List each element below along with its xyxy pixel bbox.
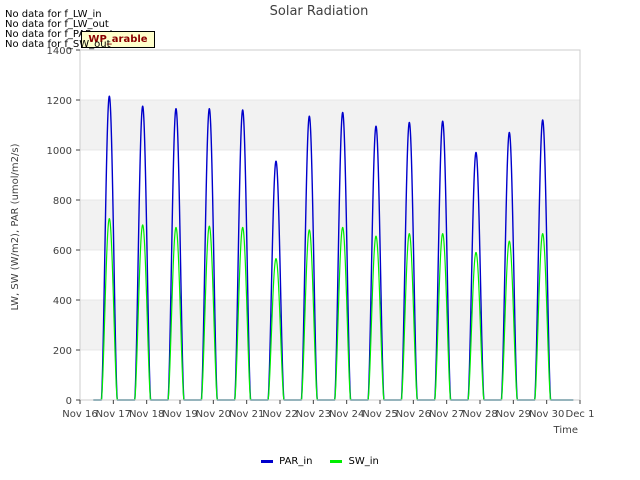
legend-swatch-sw-in xyxy=(330,459,343,463)
series-point-par-in xyxy=(375,125,377,127)
plot-frame xyxy=(79,49,581,401)
shaded-band xyxy=(80,200,580,250)
no-data-notice: No data for f_SW_out xyxy=(5,39,111,50)
legend-label-par-in: PAR_in xyxy=(279,455,313,467)
series-point-par-in xyxy=(342,111,344,114)
x-tick-label: Nov 26 xyxy=(396,409,431,420)
no-data-notice: No data for f_LW_out xyxy=(5,19,109,30)
series-point-sw-in xyxy=(208,225,210,227)
series-point-sw-in xyxy=(275,258,277,260)
y-tick-label: 1000 xyxy=(47,146,72,157)
series-point-par-in xyxy=(508,131,510,134)
x-tick-label: Nov 19 xyxy=(162,409,197,420)
series-point-sw-in xyxy=(342,226,344,229)
legend-swatch-par-in xyxy=(261,459,274,463)
x-tick-label: Nov 20 xyxy=(196,409,231,420)
series-point-sw-in xyxy=(308,229,310,231)
series-point-par-in xyxy=(175,108,177,110)
series-point-par-in xyxy=(275,160,277,162)
x-tick-label: Nov 23 xyxy=(296,409,331,420)
series-point-par-in xyxy=(242,109,244,111)
x-tick-label: Dec 1 xyxy=(566,409,595,420)
y-tick-label: 0 xyxy=(66,396,72,407)
y-axis-ticks: 0 200 400 600 800 1000 1200 1400 xyxy=(47,46,80,407)
series-point-par-in xyxy=(475,151,477,154)
series-point-sw-in xyxy=(175,226,177,229)
shaded-band xyxy=(80,100,580,150)
x-tick-label: Nov 28 xyxy=(462,409,497,420)
x-tick-label: Nov 24 xyxy=(329,409,364,420)
series-point-sw-in xyxy=(408,233,410,235)
series-point-par-in xyxy=(408,121,410,124)
x-tick-label: Nov 18 xyxy=(129,409,164,420)
series-point-sw-in xyxy=(242,226,244,229)
series-point-par-in xyxy=(542,119,544,121)
series-point-par-in xyxy=(442,120,444,122)
chart-legend: PAR_in SW_in xyxy=(0,452,640,470)
legend-item-par-in: PAR_in xyxy=(261,456,312,467)
series-point-sw-in xyxy=(508,240,510,242)
y-tick-label: 800 xyxy=(53,196,72,207)
x-tick-label: Nov 21 xyxy=(229,409,264,420)
no-data-notice: No data for f_LW_in xyxy=(5,9,102,20)
series-point-sw-in xyxy=(375,235,377,237)
legend-label-sw-in: SW_in xyxy=(348,455,379,467)
y-tick-label: 400 xyxy=(53,296,72,307)
series-point-par-in xyxy=(308,115,310,117)
x-tick-label: Nov 22 xyxy=(262,409,297,420)
x-tick-label: Nov 17 xyxy=(96,409,131,420)
chart-title: Solar Radiation xyxy=(270,4,369,19)
y-tick-label: 200 xyxy=(53,346,72,357)
plot-shaded-bands xyxy=(80,50,580,400)
series-point-sw-in xyxy=(442,233,444,235)
series-point-sw-in xyxy=(475,251,477,254)
x-tick-label: Nov 27 xyxy=(429,409,464,420)
site-badge: WP_arable xyxy=(81,31,155,48)
no-data-notice: No data for f_PAR_out xyxy=(5,29,114,40)
series-point-sw-in xyxy=(108,218,110,220)
x-tick-label: Nov 29 xyxy=(496,409,531,420)
x-axis-label: Time xyxy=(553,425,578,436)
legend-item-sw-in: SW_in xyxy=(330,455,379,467)
series-point-par-in xyxy=(108,95,110,97)
x-tick-label: Nov 16 xyxy=(62,409,97,420)
x-tick-label: Nov 25 xyxy=(362,409,397,420)
y-tick-label: 1400 xyxy=(47,46,72,57)
series-point-par-in xyxy=(208,108,210,110)
shaded-band xyxy=(80,300,580,350)
y-tick-label: 600 xyxy=(53,246,72,257)
y-tick-label: 1200 xyxy=(47,96,72,107)
series-point-par-in xyxy=(142,105,144,107)
series-point-sw-in xyxy=(542,233,544,235)
y-axis-label: LW, SW (W/m2), PAR (umol/m2/s) xyxy=(10,143,21,310)
series-point-sw-in xyxy=(142,224,144,226)
x-tick-label: Nov 30 xyxy=(529,409,564,420)
